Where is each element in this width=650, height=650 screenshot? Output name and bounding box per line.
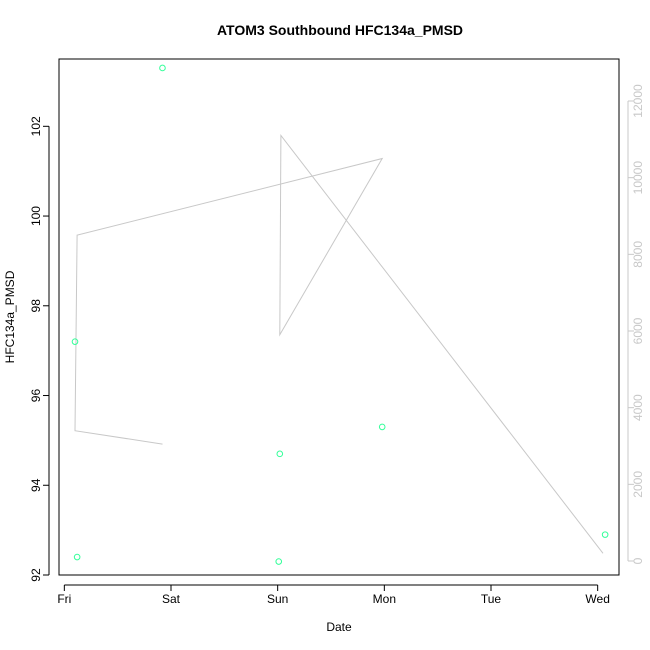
- x-tick-label: Fri: [57, 592, 71, 606]
- data-point: [276, 450, 284, 458]
- x-axis: Fri Sat Sun Mon Tue Wed: [57, 584, 610, 606]
- x-axis-label: Date: [326, 620, 352, 634]
- chart-title: ATOM3 Southbound HFC134a_PMSD: [217, 22, 463, 38]
- x-tick-label: Sun: [267, 592, 288, 606]
- left-tick-label: 92: [29, 568, 43, 582]
- left-tick-label: 98: [29, 299, 43, 313]
- data-point: [71, 338, 79, 345]
- x-tick-label: Tue: [481, 592, 502, 606]
- right-tick-label: 8000: [631, 241, 645, 268]
- left-tick-label: 94: [29, 478, 43, 492]
- series-line: [74, 134, 604, 554]
- y-axis-label: HFC134a_PMSD: [3, 270, 17, 363]
- data-point: [601, 531, 609, 538]
- right-tick-label: 12000: [631, 84, 645, 118]
- x-tick-label: Sat: [162, 592, 181, 606]
- right-tick-label: 2000: [631, 471, 645, 498]
- data-point: [275, 558, 283, 565]
- data-point: [378, 423, 386, 431]
- x-tick-label: Wed: [585, 592, 609, 606]
- plot-frame: [58, 58, 620, 576]
- right-tick-label: 4000: [631, 394, 645, 421]
- right-tick-label: 0: [631, 557, 645, 564]
- left-tick-label: 102: [29, 116, 43, 136]
- left-tick-label: 100: [29, 206, 43, 226]
- data-point: [73, 553, 81, 561]
- x-tick-label: Mon: [373, 592, 396, 606]
- left-y-axis: 92 94 96 98 100 102: [29, 116, 50, 582]
- right-tick-label: 10000: [631, 161, 645, 195]
- right-y-axis: 0 2000 4000 6000 8000 10000 12000: [627, 84, 645, 564]
- left-tick-label: 96: [29, 389, 43, 403]
- series-layer: [71, 64, 609, 565]
- right-tick-label: 6000: [631, 317, 645, 344]
- data-point: [159, 64, 166, 72]
